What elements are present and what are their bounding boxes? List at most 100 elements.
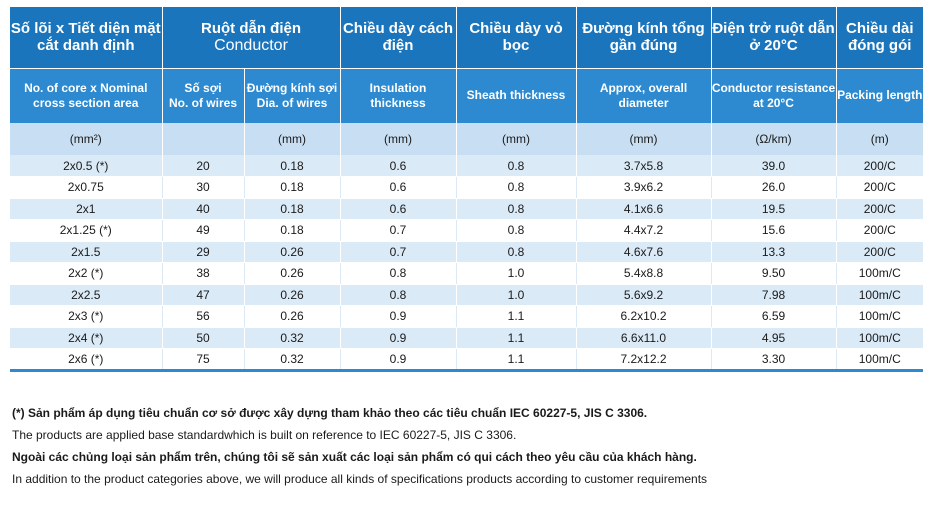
header-wires: Số sợi No. of wires xyxy=(162,67,245,123)
table-cell: 0.26 xyxy=(244,284,341,306)
table-row: 2x6 (*) 75 0.32 0.9 1.1 7.2x12.2 3.30 100m/C xyxy=(10,348,923,371)
table-cell: 0.8 xyxy=(456,198,577,220)
table-cell: 6.2x10.2 xyxy=(576,305,712,328)
table-cell: 1.0 xyxy=(456,262,577,285)
header-wires-vi: Số sợi xyxy=(184,80,222,95)
table-cell: 0.32 xyxy=(244,327,341,349)
table-cell: 0.26 xyxy=(244,305,341,328)
table-cell: 3.30 xyxy=(711,348,837,371)
table-cell: 20 xyxy=(162,155,245,177)
table-cell: 0.32 xyxy=(244,348,341,371)
table-cell: 19.5 xyxy=(711,198,837,220)
header-diameter-vi: Đường kính tổng gần đúng xyxy=(576,7,712,68)
table-cell: 26.0 xyxy=(711,176,837,199)
table-cell: 100m/C xyxy=(836,348,923,371)
header-conductor-title: Ruột dẫn điện xyxy=(201,20,301,38)
table-cell: 0.8 xyxy=(456,219,577,242)
unit-cell: (Ω/km) xyxy=(711,123,837,155)
unit-cell: (mm²) xyxy=(10,123,163,155)
table-cell: 0.18 xyxy=(244,155,341,177)
table-cell: 2x0.75 xyxy=(10,176,163,199)
table-cell: 100m/C xyxy=(836,262,923,285)
table-cell: 0.7 xyxy=(340,241,457,263)
table-cell: 7.2x12.2 xyxy=(576,348,712,371)
table-cell: 0.18 xyxy=(244,176,341,199)
table-cell: 40 xyxy=(162,198,245,220)
header-dia-en: Dia. of wires xyxy=(256,95,328,110)
note-custom-en: In addition to the product categories ab… xyxy=(12,472,708,486)
table-cell: 50 xyxy=(162,327,245,349)
table-cell: 2x6 (*) xyxy=(10,348,163,371)
header-diameter-en: Approx, overall diameter xyxy=(576,67,712,123)
table-cell: 4.6x7.6 xyxy=(576,241,712,263)
table-cell: 0.18 xyxy=(244,219,341,242)
header-resistance-en: Conductor resistance at 20°C xyxy=(711,67,837,123)
table-cell: 0.9 xyxy=(340,305,457,328)
table-cell: 4.95 xyxy=(711,327,837,349)
header-dia: Đường kính sợi Dia. of wires xyxy=(244,67,341,123)
table-cell: 100m/C xyxy=(836,327,923,349)
table-cell: 49 xyxy=(162,219,245,242)
table-cell: 200/C xyxy=(836,155,923,177)
unit-cell: (m) xyxy=(836,123,923,155)
table-cell: 0.9 xyxy=(340,327,457,349)
header-insulation-en: Insulation thickness xyxy=(340,67,457,123)
table-cell: 6.59 xyxy=(711,305,837,328)
header-wires-en: No. of wires xyxy=(168,95,237,110)
table-cell: 0.26 xyxy=(244,262,341,285)
table-cell: 0.8 xyxy=(340,262,457,285)
table-cell: 2x1 xyxy=(10,198,163,220)
table-cell: 0.8 xyxy=(340,284,457,306)
header-conductor-vi: Ruột dẫn điện Conductor xyxy=(162,7,341,68)
table-cell: 7.98 xyxy=(711,284,837,306)
table-cell: 0.26 xyxy=(244,241,341,263)
table-cell: 1.0 xyxy=(456,284,577,306)
header-resistance-vi: Điện trở ruột dẫn ở 20°C xyxy=(711,7,837,68)
table-cell: 2x4 (*) xyxy=(10,327,163,349)
table-row: 2x1.25 (*) 49 0.18 0.7 0.8 4.4x7.2 15.6 200/C xyxy=(10,219,923,242)
table-cell: 29 xyxy=(162,241,245,263)
table-cell: 2x3 (*) xyxy=(10,305,163,328)
table-cell: 4.1x6.6 xyxy=(576,198,712,220)
table-row: 2x0.75 30 0.18 0.6 0.8 3.9x6.2 26.0 200/C xyxy=(10,176,923,199)
table-cell: 100m/C xyxy=(836,284,923,306)
table-row: 2x1 40 0.18 0.6 0.8 4.1x6.6 19.5 200/C xyxy=(10,198,923,220)
table-cell: 2x1.5 xyxy=(10,241,163,263)
table-cell: 15.6 xyxy=(711,219,837,242)
header-packing-vi: Chiều dài đóng gói xyxy=(836,7,923,68)
table-cell: 200/C xyxy=(836,219,923,242)
table-row: 2x2.5 47 0.26 0.8 1.0 5.6x9.2 7.98 100m/C xyxy=(10,284,923,306)
header-sheath-vi: Chiều dày vỏ bọc xyxy=(456,7,577,68)
header-packing-en: Packing length xyxy=(836,67,923,123)
header-sheath-en: Sheath thickness xyxy=(456,67,577,123)
table-cell: 1.1 xyxy=(456,305,577,328)
table-cell: 5.6x9.2 xyxy=(576,284,712,306)
table-cell: 1.1 xyxy=(456,327,577,349)
table-cell: 200/C xyxy=(836,241,923,263)
table-row: 2x4 (*) 50 0.32 0.9 1.1 6.6x11.0 4.95 100m/C xyxy=(10,327,923,349)
note-standard-en: The products are applied base standardwh… xyxy=(12,428,517,442)
header-row-vi: Số lõi x Tiết diện mặt cắt danh định Ruộ… xyxy=(10,7,923,68)
table-cell: 0.8 xyxy=(456,155,577,177)
note-standard-vi: (*) Sản phẩm áp dụng tiêu chuẩn cơ sở đư… xyxy=(12,406,648,420)
header-conductor-en: Conductor xyxy=(214,37,288,55)
units-row: (mm²) (mm) (mm) (mm) (mm) (Ω/km) (m) xyxy=(10,123,923,155)
table-cell: 0.9 xyxy=(340,348,457,371)
table-cell: 1.1 xyxy=(456,348,577,371)
table-cell: 75 xyxy=(162,348,245,371)
unit-cell: (mm) xyxy=(340,123,457,155)
table-cell: 0.18 xyxy=(244,198,341,220)
table-row: 2x0.5 (*) 20 0.18 0.6 0.8 3.7x5.8 39.0 200/C xyxy=(10,155,923,177)
table-cell: 30 xyxy=(162,176,245,199)
table-cell: 2x2.5 xyxy=(10,284,163,306)
unit-cell: (mm) xyxy=(244,123,341,155)
table-cell: 13.3 xyxy=(711,241,837,263)
table-cell: 0.8 xyxy=(456,241,577,263)
header-dia-vi: Đường kính sợi xyxy=(246,80,338,95)
note-custom-vi: Ngoài các chủng loại sản phẩm trên, chún… xyxy=(12,450,697,464)
notes: (*) Sản phẩm áp dụng tiêu chuẩn cơ sở đư… xyxy=(12,402,922,490)
table-cell: 56 xyxy=(162,305,245,328)
unit-cell xyxy=(162,123,245,155)
table-cell: 3.7x5.8 xyxy=(576,155,712,177)
table-cell: 100m/C xyxy=(836,305,923,328)
